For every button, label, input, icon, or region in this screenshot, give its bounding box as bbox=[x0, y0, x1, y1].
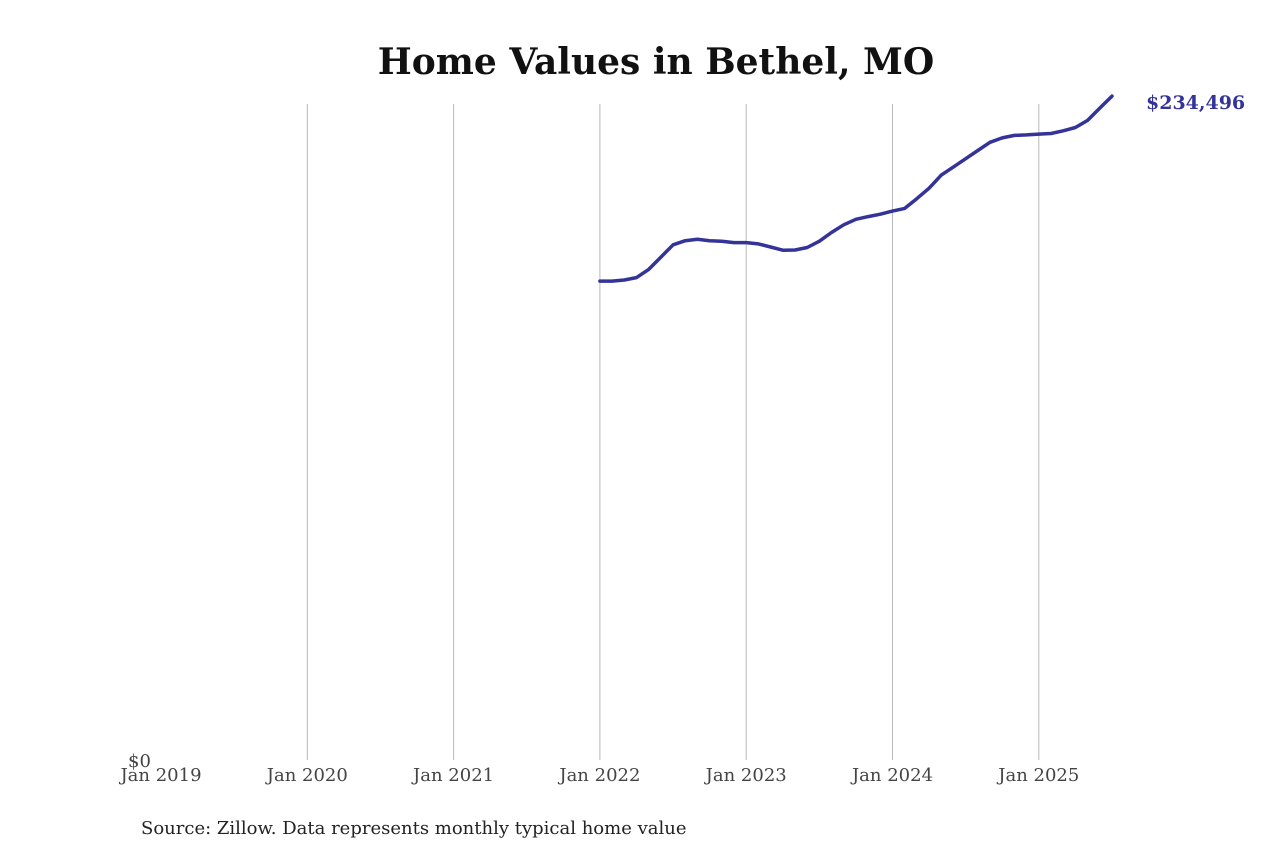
y-tick-label-zero: $0 bbox=[128, 751, 151, 772]
x-tick-label: Jan 2024 bbox=[850, 765, 933, 786]
chart-title: Home Values in Bethel, MO bbox=[378, 41, 934, 83]
series-line bbox=[598, 94, 1114, 283]
source-note: Source: Zillow. Data represents monthly … bbox=[141, 818, 687, 839]
x-tick-label: Jan 2019 bbox=[118, 765, 201, 786]
x-tick-label: Jan 2022 bbox=[557, 765, 640, 786]
x-tick-label: Jan 2021 bbox=[411, 765, 494, 786]
end-value-label: $234,496 bbox=[1146, 92, 1245, 114]
x-axis-ticks: Jan 2019 Jan 2020 Jan 2021 Jan 2022 Jan 2023… bbox=[118, 765, 1079, 786]
x-tick-label: Jan 2023 bbox=[704, 765, 787, 786]
x-tick-label: Jan 2025 bbox=[996, 765, 1079, 786]
gridlines bbox=[306, 104, 1040, 760]
x-tick-label: Jan 2020 bbox=[265, 765, 348, 786]
